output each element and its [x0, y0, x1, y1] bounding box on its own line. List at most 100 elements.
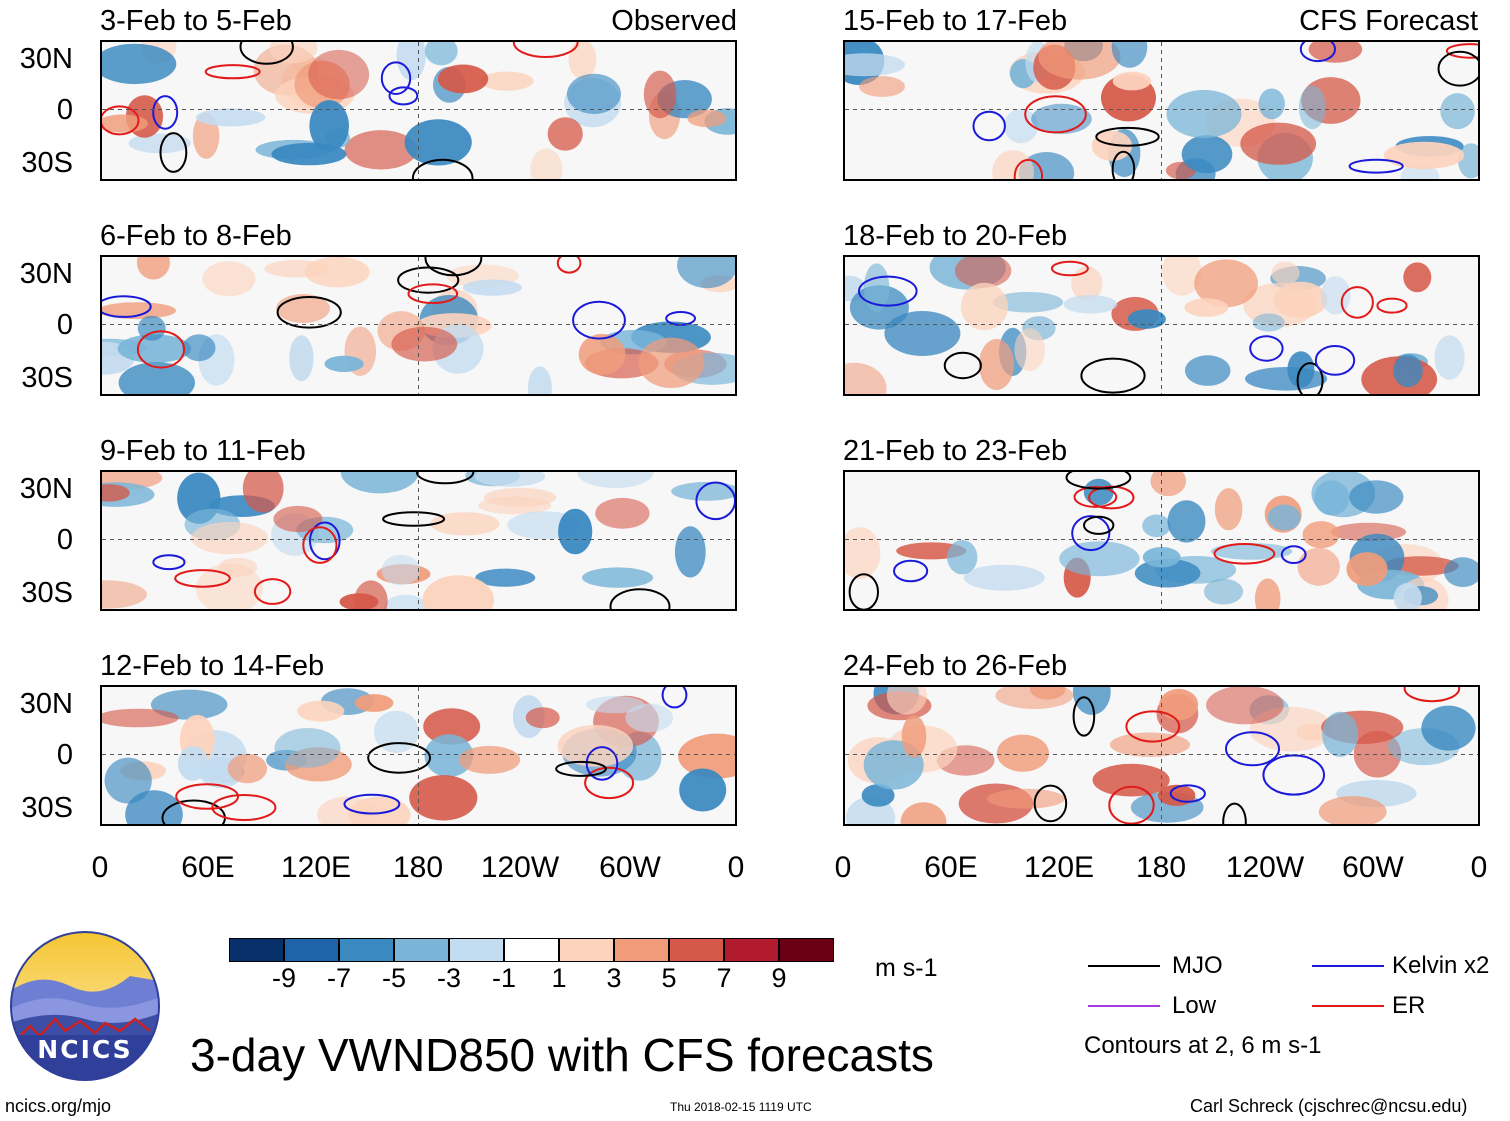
northerly-anomaly-blob — [1444, 557, 1478, 587]
southerly-anomaly-blob — [900, 802, 947, 824]
southerly-anomaly-blob — [458, 745, 521, 774]
lat-label-30n: 30N — [19, 473, 73, 505]
southerly-anomaly-blob — [1383, 141, 1465, 170]
map-panel — [843, 470, 1480, 611]
wave-contour — [415, 472, 475, 485]
northerly-anomaly-blob — [383, 594, 429, 609]
wave-contour — [1013, 158, 1044, 179]
colorbar-tick: 9 — [771, 963, 787, 993]
map-panel — [100, 255, 737, 396]
lon-label: 60W — [599, 851, 661, 884]
southerly-anomaly-blob — [409, 775, 478, 821]
lat-label-30s: 30S — [21, 792, 73, 824]
southerly-anomaly-blob — [1161, 257, 1202, 296]
southerly-anomaly-blob — [269, 42, 318, 64]
map-panel — [843, 40, 1480, 181]
northerly-anomaly-blob — [1258, 88, 1285, 120]
colorbar-swatch — [339, 938, 394, 962]
northerly-anomaly-blob — [1072, 687, 1111, 715]
colorbar — [229, 938, 834, 962]
southerly-anomaly-blob — [1112, 71, 1152, 91]
lon-label: 0 — [727, 851, 745, 884]
southerly-anomaly-blob — [987, 788, 1065, 809]
southerly-anomaly-blob — [638, 337, 705, 388]
wave-contour — [1083, 515, 1115, 535]
northerly-anomaly-blob — [177, 746, 208, 781]
wave-contour — [1095, 126, 1160, 147]
southerly-anomaly-blob — [1214, 488, 1243, 531]
wave-contour — [1280, 545, 1307, 564]
northerly-anomaly-blob — [475, 568, 536, 587]
northerly-anomaly-blob — [585, 696, 645, 714]
southerly-anomaly-blob — [196, 563, 263, 609]
northerly-anomaly-blob — [125, 790, 183, 824]
forecast-label: CFS Forecast — [1299, 5, 1478, 37]
wave-contour — [302, 526, 338, 564]
wave-contour — [943, 351, 982, 380]
southerly-anomaly-blob — [354, 694, 394, 712]
wave-contour — [1296, 362, 1324, 394]
southerly-anomaly-blob — [430, 512, 500, 536]
southerly-anomaly-blob — [1273, 281, 1328, 318]
credit: Carl Schreck (cjschrec@ncsu.edu) — [1190, 1096, 1468, 1116]
northerly-anomaly-blob — [1203, 578, 1244, 605]
colorbar-swatch — [559, 938, 614, 962]
panel-title: 15-Feb to 17-Feb — [843, 5, 1068, 37]
southerly-anomaly-blob — [595, 497, 650, 529]
url-link[interactable]: ncics.org/mjo — [5, 1096, 112, 1116]
southerly-anomaly-blob — [102, 580, 147, 609]
lon-label: 120W — [1225, 851, 1305, 884]
lon-label: 60E — [181, 851, 235, 884]
northerly-anomaly-blob — [1320, 276, 1351, 315]
wave-contour — [1403, 687, 1461, 703]
southerly-anomaly-blob — [422, 575, 495, 609]
northerly-anomaly-blob — [340, 472, 419, 494]
northerly-anomaly-blob — [671, 482, 735, 501]
northerly-anomaly-blob — [558, 508, 593, 555]
colorbar-tick: -9 — [271, 963, 296, 993]
southerly-anomaly-blob — [547, 117, 583, 151]
southerly-anomaly-blob — [1091, 130, 1133, 161]
southerly-anomaly-blob — [1014, 328, 1045, 372]
colorbar-tick: -1 — [491, 963, 516, 993]
northerly-anomaly-blob — [577, 472, 654, 489]
northerly-anomaly-blob — [1142, 547, 1181, 568]
southerly-anomaly-blob — [102, 708, 179, 728]
wave-contour — [1111, 150, 1136, 179]
wave-contour — [893, 559, 929, 583]
northerly-anomaly-blob — [1142, 514, 1171, 538]
low-legend-label: Low — [1172, 992, 1217, 1019]
lon-label: 0 — [834, 851, 852, 884]
northerly-anomaly-blob — [102, 43, 177, 85]
wave-contour — [555, 760, 607, 777]
southerly-anomaly-blob — [339, 593, 379, 609]
wave-contour — [253, 578, 292, 605]
low-legend-line — [1088, 1005, 1160, 1007]
map-panel — [100, 40, 737, 181]
southerly-anomaly-blob — [845, 527, 881, 579]
southerly-anomaly-blob — [643, 70, 677, 119]
wave-contour — [1108, 785, 1155, 824]
southerly-anomaly-blob — [1240, 122, 1317, 165]
wave-contour — [1299, 42, 1336, 63]
northerly-anomaly-blob — [128, 133, 191, 154]
wind-field — [845, 257, 1478, 394]
southerly-anomaly-blob — [264, 259, 329, 278]
lon-label: 120E — [280, 851, 352, 884]
northerly-anomaly-blob — [404, 119, 472, 166]
wave-contour — [382, 511, 446, 527]
lat-label-eq: 0 — [56, 524, 73, 556]
wave-contour — [1213, 543, 1276, 565]
wave-contour — [1033, 784, 1068, 823]
panel-title: 6-Feb to 8-Feb — [100, 220, 292, 252]
lon-label: 180 — [1135, 851, 1187, 884]
colorbar-tick: -5 — [381, 963, 406, 993]
wave-contour — [1437, 50, 1478, 87]
wave-contour — [175, 783, 239, 810]
southerly-anomaly-blob — [954, 257, 1012, 288]
northerly-anomaly-blob — [963, 564, 1045, 591]
wind-field — [102, 472, 735, 609]
northerly-anomaly-blob — [992, 291, 1064, 313]
southerly-anomaly-blob — [1038, 42, 1121, 80]
logo-text: NCICS — [37, 1035, 133, 1064]
